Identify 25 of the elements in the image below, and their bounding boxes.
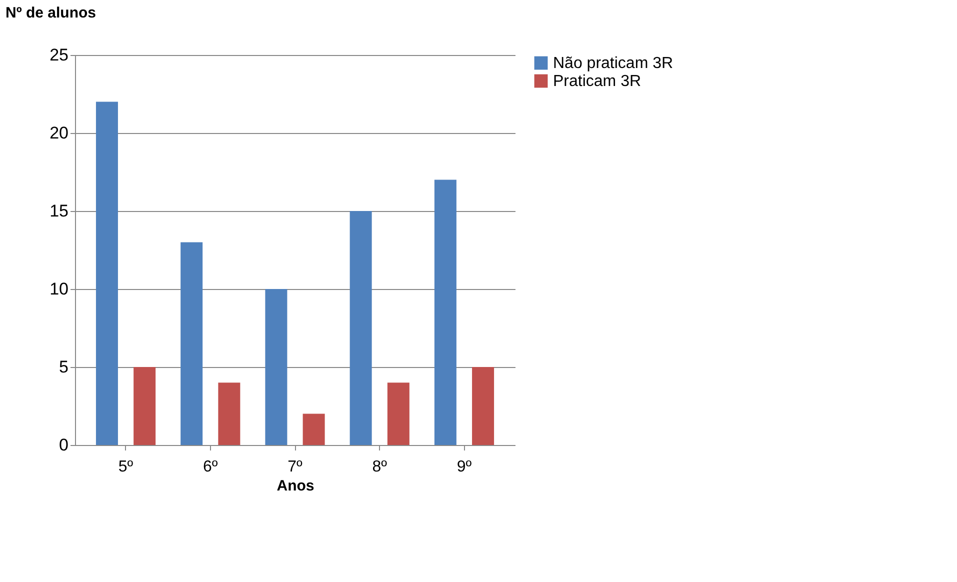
- bar: [134, 367, 156, 445]
- x-tick-label: 7º: [288, 458, 303, 476]
- y-tick-label: 15: [50, 202, 68, 220]
- x-tick-label: 6º: [203, 458, 218, 476]
- bar: [350, 211, 372, 445]
- y-tick-label: 25: [50, 46, 68, 64]
- bar: [218, 382, 240, 445]
- bar: [387, 382, 410, 445]
- bar: [96, 102, 118, 445]
- y-tick-label: 0: [59, 436, 68, 454]
- x-tick-label: 8º: [372, 458, 388, 476]
- x-tick-label: 9º: [456, 458, 472, 476]
- bar: [434, 180, 456, 445]
- legend-label: Praticam 3R: [553, 73, 642, 90]
- x-tick-label: 5º: [118, 458, 134, 476]
- x-axis-title: Anos: [276, 478, 314, 494]
- bar: [265, 289, 288, 445]
- y-tick-label: 5: [59, 358, 68, 376]
- bar: [472, 367, 494, 445]
- bar: [180, 242, 203, 445]
- y-axis-title: Nº de alunos: [6, 4, 96, 22]
- bar: [302, 414, 325, 445]
- y-tick-label: 20: [50, 124, 68, 142]
- y-tick-label: 10: [50, 280, 68, 298]
- legend-label: Não praticam 3R: [553, 55, 674, 72]
